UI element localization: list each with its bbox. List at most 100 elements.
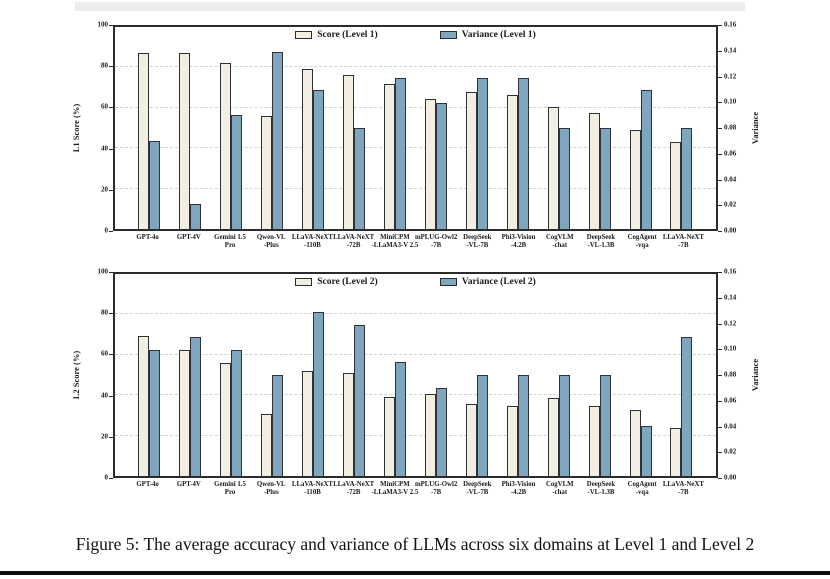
x-tick-label: GPT-4o: [136, 481, 159, 488]
y-right-tick-label: 0.04: [724, 422, 737, 430]
y-right-tick-label: 0.10: [724, 97, 737, 106]
score-bar: [179, 349, 191, 476]
y-right-tickmark: [718, 426, 722, 428]
x-tick-label: GPT-4V: [176, 481, 201, 488]
legend-entry: Variance (Level 1): [439, 30, 536, 40]
y-right-tickmark: [718, 452, 722, 454]
variance-bar: [558, 375, 570, 476]
gridline: [115, 147, 716, 149]
y-left-tickmark: [109, 395, 113, 397]
score-bar: [138, 335, 150, 476]
y-left-tick-label: 100: [97, 20, 109, 29]
y-right-tick-label: 0.00: [724, 226, 737, 235]
bar-group: [547, 27, 570, 229]
bar-group: [383, 274, 406, 476]
y-left-tickmark: [109, 66, 113, 68]
bar-group: [179, 274, 202, 476]
y-right-tickmark: [718, 205, 722, 207]
x-tick-label: MiniCPM -LLaMA3-V 2.5: [371, 481, 419, 496]
score-bar: [506, 94, 518, 229]
x-tick-label: CogVLM -chat: [545, 481, 574, 496]
x-tick-label: LLaVA-NeXT -7B: [662, 481, 704, 496]
y-left-tickmark: [109, 436, 113, 438]
legend-label: Variance (Level 2): [461, 277, 536, 287]
y-right-tick-label: 0.16: [724, 267, 737, 276]
y-right-tickmark: [718, 272, 722, 273]
bar-group: [465, 274, 488, 476]
score-bar: [261, 414, 273, 476]
variance-bar: [149, 140, 161, 229]
y-left-tickmark: [109, 313, 113, 315]
x-tick-label: DeepSeek -VL-7B: [463, 481, 492, 496]
score-bar: [424, 98, 436, 229]
score-bar: [343, 372, 355, 476]
variance-bar: [354, 324, 366, 476]
variance-bar: [313, 311, 325, 476]
gridline: [115, 187, 716, 189]
bar-group: [629, 27, 652, 229]
bar-group: [670, 27, 693, 229]
x-tick-label: CogAgent -vqa: [627, 234, 657, 249]
y-right-tickmark: [718, 153, 722, 155]
score-bar: [465, 404, 477, 476]
x-tick-label: CogAgent -vqa: [627, 481, 657, 496]
legend-entry: Variance (Level 2): [439, 277, 536, 287]
bar-group: [465, 27, 488, 229]
variance-bar: [681, 337, 693, 476]
variance-bar: [231, 349, 243, 476]
variance-bar: [272, 375, 284, 476]
score-bar: [220, 63, 232, 229]
level1-bar-chart: Score (Level 1) Variance (Level 1) 0 20 40 60…: [0, 0, 830, 250]
variance-bar: [435, 102, 447, 229]
bar-group: [261, 274, 284, 476]
y-left-tick-label: 40: [101, 391, 108, 400]
y-left-tick-label: 20: [101, 185, 108, 194]
x-tick-label: MiniCPM -LLaMA3-V 2.5: [371, 234, 419, 249]
bar-group: [424, 27, 447, 229]
variance-bar: [558, 128, 570, 229]
score-legend-swatch: [295, 31, 313, 39]
variance-bar: [517, 375, 529, 476]
variance-legend-swatch: [439, 278, 457, 286]
y-left-tick-label: 0: [104, 226, 109, 235]
x-tick-label: Qwen-VL -Plus: [256, 481, 286, 496]
bar-group: [547, 274, 570, 476]
x-tick-label: GPT-4o: [136, 234, 159, 241]
x-tick-label: Gemini 1.5 Pro: [214, 234, 246, 249]
y-right-tickmark: [718, 50, 722, 52]
plot-area: Score (Level 2) Variance (Level 2): [113, 272, 718, 478]
gridline: [115, 434, 716, 436]
y-axis-right-title: Variance: [750, 111, 760, 145]
y-right-tickmark: [718, 478, 722, 479]
bar-group: [383, 27, 406, 229]
x-tick-label: DeepSeek -VL-1.3B: [586, 234, 616, 249]
y-left-tickmark: [109, 148, 113, 150]
x-tick-label: Gemini 1.5 Pro: [214, 481, 246, 496]
variance-bar: [231, 115, 243, 229]
score-bar: [629, 130, 641, 229]
x-tick-label: Qwen-VL -Plus: [256, 234, 286, 249]
x-tick-label: LLaVA-NeXT -110B: [291, 234, 333, 249]
y-right-tickmark: [718, 76, 722, 78]
variance-legend-swatch: [439, 31, 457, 39]
y-left-tickmark: [109, 231, 113, 232]
y-right-tickmark: [718, 179, 722, 181]
legend-entry: Score (Level 2): [295, 277, 378, 287]
variance-bar: [599, 375, 611, 476]
score-bar: [302, 370, 314, 476]
y-left-tickmark: [109, 354, 113, 356]
y-left-tick-label: 0: [104, 473, 109, 482]
x-tick-label: LLaVA-NeXT -72B: [333, 234, 375, 249]
y-left-tick-label: 40: [101, 144, 108, 153]
x-tick-label: LLaVA-NeXT -110B: [291, 481, 333, 496]
bar-group: [138, 274, 161, 476]
y-right-tick-label: 0.08: [724, 370, 737, 379]
score-bar: [547, 106, 559, 229]
gridline: [115, 353, 716, 355]
score-bar: [302, 69, 314, 229]
x-tick-label: CogVLM -chat: [545, 234, 574, 249]
legend: Score (Level 1) Variance (Level 1): [115, 30, 716, 40]
score-bar: [588, 112, 600, 229]
y-left-tickmark: [109, 478, 113, 479]
y-right-tickmark: [718, 297, 722, 299]
